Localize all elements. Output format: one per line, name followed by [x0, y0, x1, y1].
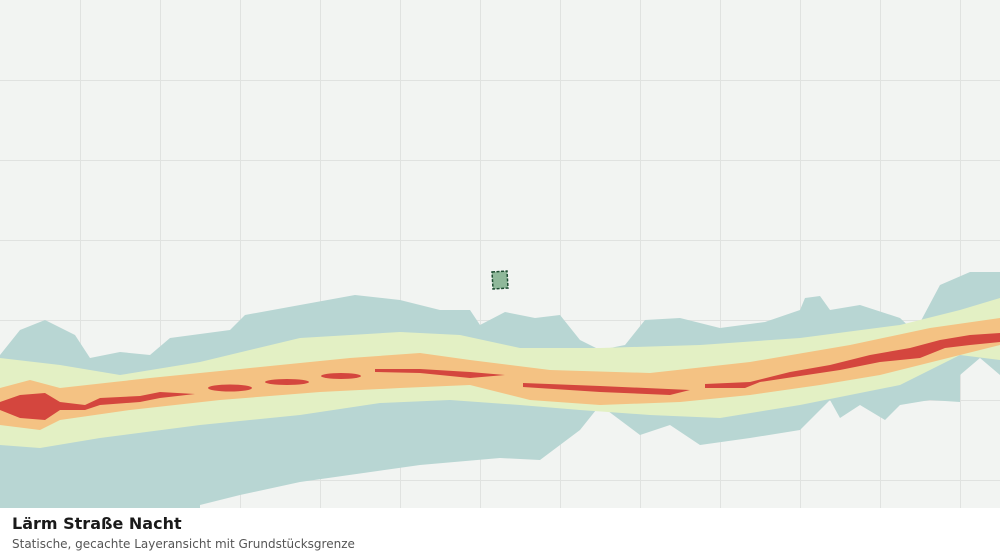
noise-band-high	[0, 333, 1000, 420]
property-boundary	[491, 270, 509, 290]
layer-subtitle: Statische, gecachte Layeransicht mit Gru…	[12, 537, 355, 551]
caption: Lärm Straße Nacht Statische, gecachte La…	[0, 508, 1000, 560]
noise-band-medium	[0, 318, 1000, 430]
layer-title: Lärm Straße Nacht	[12, 514, 182, 533]
map	[0, 0, 1000, 508]
